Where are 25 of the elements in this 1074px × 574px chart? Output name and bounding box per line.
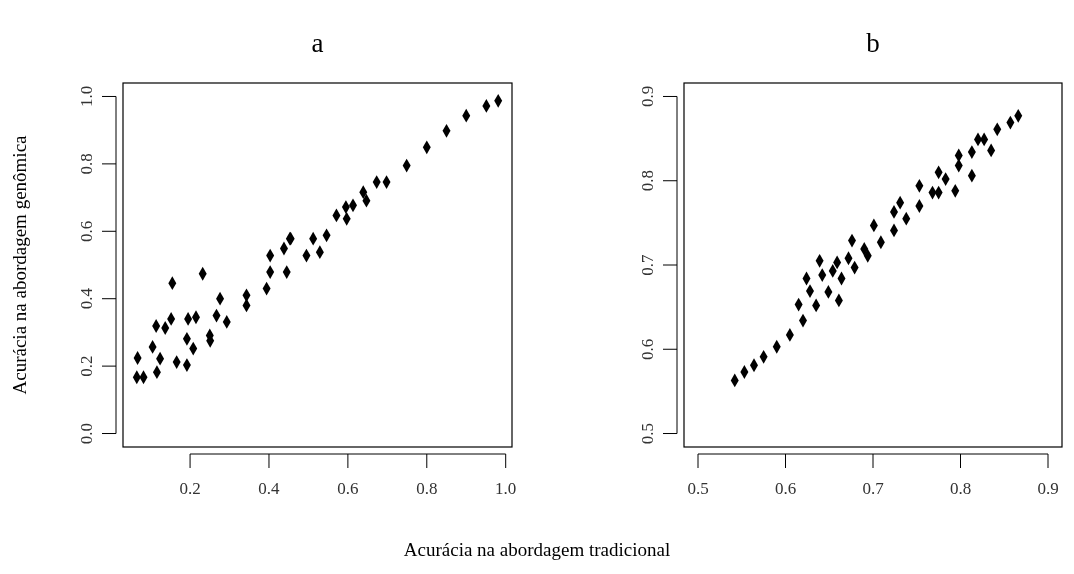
y-tick-label: 0.0 [77,422,96,445]
chart-title: b [866,28,880,58]
x-axis-title: Acurácia na abordagem tradicional [403,539,671,560]
y-tick-label: 0.8 [638,170,657,192]
x-tick-label: 0.6 [774,479,797,498]
x-tick-label: 0.8 [416,479,438,498]
y-tick-label: 0.8 [77,153,96,175]
x-tick-label: 0.4 [258,479,281,498]
x-tick-label: 0.8 [949,479,972,498]
y-tick-label: 0.6 [638,338,657,360]
y-tick-label: 0.6 [77,220,96,242]
x-tick-label: 0.7 [862,479,885,498]
y-tick-label: 0.2 [77,355,96,377]
x-tick-label: 0.9 [1037,479,1059,498]
x-tick-label: 0.5 [687,479,709,498]
chart-title: a [311,28,324,58]
y-tick-label: 0.4 [77,287,96,310]
y-tick-label: 0.5 [638,422,657,445]
y-tick-label: 0.9 [638,85,657,108]
x-tick-label: 0.6 [337,479,359,498]
x-tick-label: 1.0 [495,479,517,498]
y-tick-label: 1.0 [77,85,96,108]
x-tick-label: 0.2 [179,479,201,498]
y-axis-title: Acurácia na abordagem genômica [9,134,30,395]
y-tick-label: 0.7 [638,253,657,276]
